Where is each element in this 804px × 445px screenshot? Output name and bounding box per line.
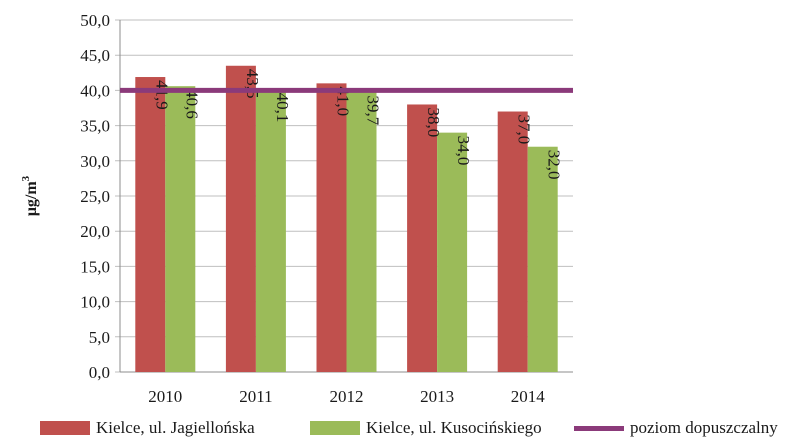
bar-jagiellonska-2013 <box>407 104 438 372</box>
data-label: 43,5 <box>243 69 262 99</box>
legend-item-kusocinskiego: Kielce, ul. Kusocińskiego <box>310 418 542 438</box>
chart: 0,0 5,0 10,0 15,0 20,0 25,0 30,0 35,0 40,0 45,0 50… <box>20 11 573 406</box>
data-label: 41,0 <box>334 86 353 116</box>
x-tick-label: 2014 <box>511 387 546 406</box>
y-tick-label: 45,0 <box>80 46 110 65</box>
y-tick-label: 40,0 <box>80 81 110 100</box>
bar-kusocinskiego-2011 <box>255 89 286 373</box>
legend-label-limit: poziom dopuszczalny <box>630 418 778 437</box>
bar-jagiellonska-2012 <box>316 83 347 373</box>
data-label: 41,9 <box>152 80 171 110</box>
x-tick-label: 2012 <box>330 387 364 406</box>
y-axis-ticks: 0,0 5,0 10,0 15,0 20,0 25,0 30,0 35,0 40,0 45,0 50… <box>80 11 110 382</box>
bar-kusocinskiego-2013 <box>437 132 468 372</box>
legend-label-jagiellonska: Kielce, ul. Jagiellońska <box>96 418 255 437</box>
x-axis-ticks: 2010 2011 2012 2013 2014 <box>148 387 545 406</box>
y-tick-label: 25,0 <box>80 187 110 206</box>
legend-swatch-limit <box>574 425 624 431</box>
x-tick-label: 2011 <box>239 387 272 406</box>
x-tick-label: 2013 <box>420 387 454 406</box>
bar-jagiellonska-2011 <box>225 65 256 372</box>
y-tick-label: 35,0 <box>80 117 110 136</box>
legend: Kielce, ul. Jagiellońska Kielce, ul. Kus… <box>0 418 804 445</box>
bar-kusocinskiego-2012 <box>346 92 377 373</box>
data-label: 34,0 <box>454 136 473 166</box>
bar-jagiellonska-2010 <box>135 77 166 373</box>
bar-kusocinskiego-2010 <box>165 86 196 373</box>
bar-jagiellonska-2014 <box>497 111 528 373</box>
data-label: 40,1 <box>273 93 292 123</box>
y-axis-title: μg/m3 <box>20 175 40 216</box>
y-tick-label: 15,0 <box>80 257 110 276</box>
legend-swatch-jagiellonska <box>40 421 90 435</box>
y-axis-label: μg/m3 <box>20 175 40 216</box>
y-tick-label: 50,0 <box>80 11 110 30</box>
legend-swatch-kusocinskiego <box>310 421 360 435</box>
bars <box>135 65 558 373</box>
bar-kusocinskiego-2014 <box>527 146 558 372</box>
legend-item-jagiellonska: Kielce, ul. Jagiellońska <box>40 418 255 438</box>
data-label: 37,0 <box>515 115 534 145</box>
data-label: 39,7 <box>364 96 383 126</box>
y-tick-label: 5,0 <box>89 328 110 347</box>
legend-item-limit: poziom dopuszczalny <box>574 418 778 438</box>
y-tick-label: 20,0 <box>80 222 110 241</box>
y-tick-label: 0,0 <box>89 363 110 382</box>
data-label: 32,0 <box>545 150 564 180</box>
x-tick-label: 2010 <box>148 387 182 406</box>
legend-label-kusocinskiego: Kielce, ul. Kusocińskiego <box>366 418 542 437</box>
y-tick-label: 10,0 <box>80 293 110 312</box>
y-tick-label: 30,0 <box>80 152 110 171</box>
data-label: 40,6 <box>182 89 201 119</box>
data-label: 38,0 <box>424 107 443 137</box>
